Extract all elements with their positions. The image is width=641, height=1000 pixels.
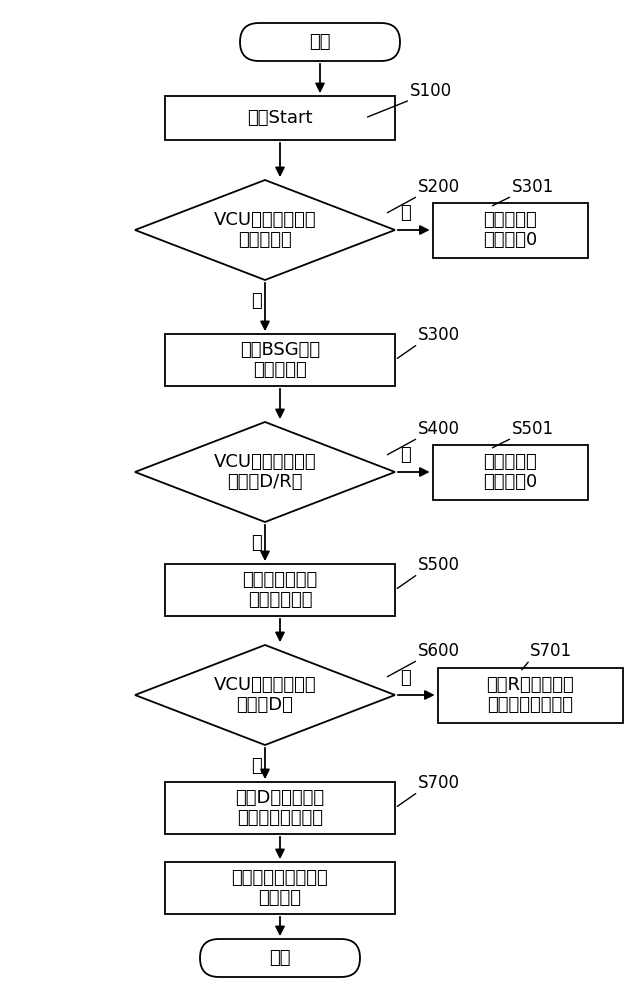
Bar bbox=[438, 668, 622, 722]
Bar bbox=[165, 96, 395, 140]
Text: S700: S700 bbox=[418, 774, 460, 792]
Text: VCU判断车辆挡位
是否为D/R挡: VCU判断车辆挡位 是否为D/R挡 bbox=[213, 453, 316, 491]
Text: S100: S100 bbox=[410, 82, 452, 100]
Text: 调用R挡下驾驶员
扭矩需求计算模块: 调用R挡下驾驶员 扭矩需求计算模块 bbox=[486, 676, 574, 714]
Polygon shape bbox=[135, 180, 395, 280]
Text: 否: 否 bbox=[400, 204, 411, 222]
Text: 否: 否 bbox=[400, 669, 411, 687]
Bar bbox=[165, 862, 395, 914]
Text: 调用D挡下驾驶员
扭矩需求计算模块: 调用D挡下驾驶员 扭矩需求计算模块 bbox=[235, 789, 324, 827]
Text: 调用驾驶员扭矩
需求计算模块: 调用驾驶员扭矩 需求计算模块 bbox=[242, 571, 318, 609]
Text: VCU判断车辆挡位
是否为D挡: VCU判断车辆挡位 是否为D挡 bbox=[213, 676, 316, 714]
Text: 获取驾驶员扭矩需求
计算结果: 获取驾驶员扭矩需求 计算结果 bbox=[231, 869, 328, 907]
Text: 否: 否 bbox=[400, 446, 411, 464]
Bar bbox=[165, 564, 395, 616]
Text: 开始: 开始 bbox=[309, 33, 331, 51]
Polygon shape bbox=[135, 422, 395, 522]
Text: 驾驶员扭矩
需求置为0: 驾驶员扭矩 需求置为0 bbox=[483, 211, 537, 249]
Text: 利用BSG电机
起动发动机: 利用BSG电机 起动发动机 bbox=[240, 341, 320, 379]
Bar bbox=[165, 334, 395, 386]
FancyBboxPatch shape bbox=[240, 23, 400, 61]
Text: S701: S701 bbox=[530, 642, 572, 660]
Bar bbox=[165, 782, 395, 834]
Text: 钥匙Start: 钥匙Start bbox=[247, 109, 313, 127]
Text: S300: S300 bbox=[418, 326, 460, 344]
Bar bbox=[433, 202, 588, 257]
Text: S200: S200 bbox=[418, 178, 460, 196]
Text: S600: S600 bbox=[418, 642, 460, 660]
Text: S500: S500 bbox=[418, 556, 460, 574]
Bar bbox=[433, 444, 588, 499]
Text: 是: 是 bbox=[252, 534, 262, 552]
Text: S301: S301 bbox=[512, 178, 554, 196]
Text: VCU判断动力系统
是否无故障: VCU判断动力系统 是否无故障 bbox=[213, 211, 316, 249]
Text: 驾驶员扭矩
需求置为0: 驾驶员扭矩 需求置为0 bbox=[483, 453, 537, 491]
Text: 是: 是 bbox=[252, 757, 262, 775]
Text: S400: S400 bbox=[418, 420, 460, 438]
Text: S501: S501 bbox=[512, 420, 554, 438]
Text: 是: 是 bbox=[252, 292, 262, 310]
Polygon shape bbox=[135, 645, 395, 745]
FancyBboxPatch shape bbox=[200, 939, 360, 977]
Text: 结束: 结束 bbox=[269, 949, 291, 967]
